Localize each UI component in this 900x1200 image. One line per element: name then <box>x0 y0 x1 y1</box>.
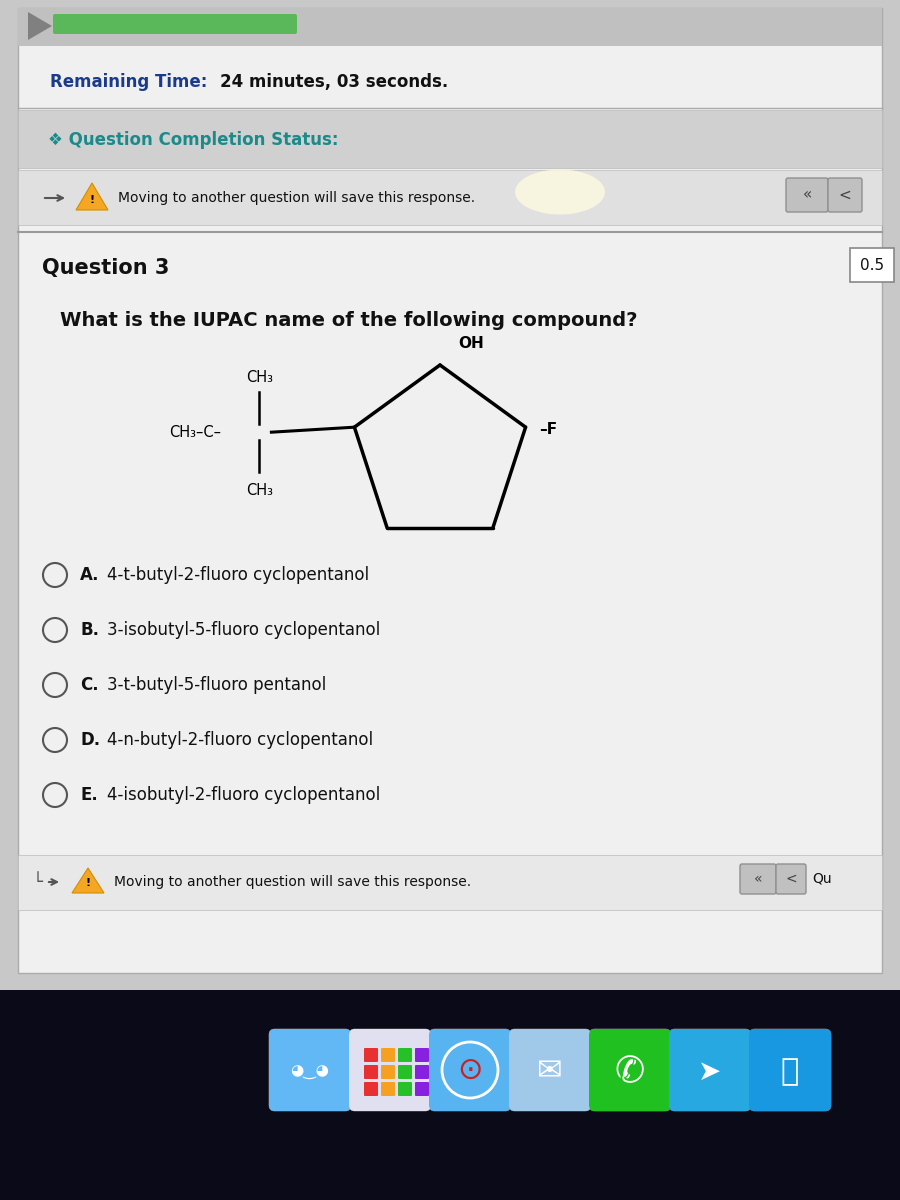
FancyBboxPatch shape <box>398 1048 412 1062</box>
FancyBboxPatch shape <box>381 1082 395 1096</box>
FancyBboxPatch shape <box>509 1028 591 1111</box>
FancyBboxPatch shape <box>349 1028 431 1111</box>
FancyBboxPatch shape <box>18 8 882 46</box>
Polygon shape <box>72 868 104 893</box>
FancyBboxPatch shape <box>398 1082 412 1096</box>
Text: «: « <box>754 872 762 886</box>
FancyBboxPatch shape <box>53 14 297 34</box>
Text: «: « <box>803 187 812 203</box>
FancyBboxPatch shape <box>381 1048 395 1062</box>
Text: Remaining Time:: Remaining Time: <box>50 73 213 91</box>
Text: CH₃: CH₃ <box>246 482 273 498</box>
Text: !: ! <box>86 878 91 888</box>
Text: 24 minutes, 03 seconds.: 24 minutes, 03 seconds. <box>220 73 448 91</box>
Text: ❖ Question Completion Status:: ❖ Question Completion Status: <box>48 131 338 149</box>
Ellipse shape <box>515 169 605 215</box>
Polygon shape <box>76 182 108 210</box>
FancyBboxPatch shape <box>18 8 882 973</box>
FancyBboxPatch shape <box>669 1028 751 1111</box>
Text: 0.5: 0.5 <box>860 258 884 272</box>
Text: 🐦: 🐦 <box>781 1057 799 1086</box>
FancyBboxPatch shape <box>398 1066 412 1079</box>
Text: Moving to another question will save this response.: Moving to another question will save thi… <box>118 191 475 205</box>
Text: CH₃–C–: CH₃–C– <box>169 425 221 439</box>
FancyBboxPatch shape <box>415 1066 429 1079</box>
Polygon shape <box>28 12 52 40</box>
Text: <: < <box>785 872 796 886</box>
Text: 4-t-butyl-2-fluoro cyclopentanol: 4-t-butyl-2-fluoro cyclopentanol <box>107 566 369 584</box>
FancyBboxPatch shape <box>429 1028 511 1111</box>
FancyBboxPatch shape <box>269 1028 351 1111</box>
FancyBboxPatch shape <box>786 178 828 212</box>
Text: Qu: Qu <box>812 872 832 886</box>
FancyBboxPatch shape <box>269 1028 351 1111</box>
FancyBboxPatch shape <box>18 110 882 168</box>
Text: D.: D. <box>80 731 100 749</box>
Text: 4-isobutyl-2-fluoro cyclopentanol: 4-isobutyl-2-fluoro cyclopentanol <box>107 786 380 804</box>
Text: 4-n-butyl-2-fluoro cyclopentanol: 4-n-butyl-2-fluoro cyclopentanol <box>107 731 374 749</box>
FancyBboxPatch shape <box>589 1028 671 1111</box>
FancyBboxPatch shape <box>509 1028 591 1111</box>
Text: E.: E. <box>80 786 98 804</box>
FancyBboxPatch shape <box>381 1066 395 1079</box>
Text: CH₃: CH₃ <box>246 370 273 385</box>
FancyBboxPatch shape <box>349 1028 431 1111</box>
Text: Question 3: Question 3 <box>42 258 169 278</box>
Text: Moving to another question will save this response.: Moving to another question will save thi… <box>114 875 471 889</box>
FancyBboxPatch shape <box>415 1048 429 1062</box>
FancyBboxPatch shape <box>749 1028 831 1111</box>
Text: OH: OH <box>458 336 484 350</box>
FancyBboxPatch shape <box>18 854 882 910</box>
Text: └: └ <box>33 874 43 890</box>
FancyBboxPatch shape <box>0 990 900 1200</box>
Text: B.: B. <box>80 622 99 638</box>
FancyBboxPatch shape <box>364 1082 378 1096</box>
FancyBboxPatch shape <box>364 1048 378 1062</box>
Text: ⊙: ⊙ <box>457 1056 482 1085</box>
FancyBboxPatch shape <box>669 1028 751 1111</box>
Text: What is the IUPAC name of the following compound?: What is the IUPAC name of the following … <box>60 311 637 330</box>
FancyBboxPatch shape <box>589 1028 671 1111</box>
Text: –F: –F <box>540 421 558 437</box>
FancyBboxPatch shape <box>828 178 862 212</box>
FancyBboxPatch shape <box>364 1066 378 1079</box>
Text: <: < <box>839 187 851 203</box>
Text: ➤: ➤ <box>698 1058 722 1086</box>
Text: !: ! <box>89 194 94 205</box>
FancyBboxPatch shape <box>415 1082 429 1096</box>
Text: A.: A. <box>80 566 100 584</box>
Circle shape <box>442 1042 498 1098</box>
FancyBboxPatch shape <box>18 170 882 226</box>
Text: ✆: ✆ <box>615 1055 645 1090</box>
FancyBboxPatch shape <box>740 864 776 894</box>
FancyBboxPatch shape <box>850 248 894 282</box>
FancyBboxPatch shape <box>749 1028 831 1111</box>
Text: 3-isobutyl-5-fluoro cyclopentanol: 3-isobutyl-5-fluoro cyclopentanol <box>107 622 380 638</box>
Text: ◕‿◕: ◕‿◕ <box>291 1064 329 1080</box>
Text: 3-t-butyl-5-fluoro pentanol: 3-t-butyl-5-fluoro pentanol <box>107 676 326 694</box>
Text: C.: C. <box>80 676 99 694</box>
FancyBboxPatch shape <box>776 864 806 894</box>
FancyBboxPatch shape <box>429 1028 511 1111</box>
Text: ✉: ✉ <box>537 1057 562 1086</box>
